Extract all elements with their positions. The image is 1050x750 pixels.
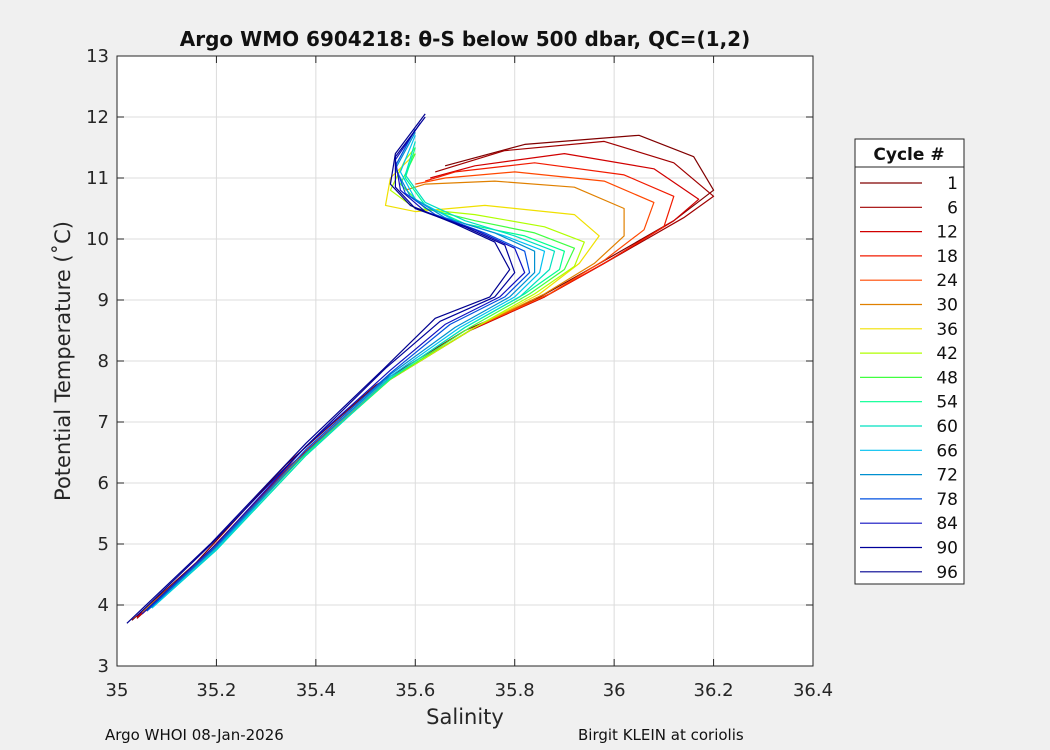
legend-label: 1 <box>947 174 958 194</box>
legend-title: Cycle # <box>873 145 944 165</box>
x-tick-label: 35.6 <box>395 680 435 701</box>
series-layer <box>126 113 715 624</box>
legend-label: 6 <box>947 198 958 218</box>
legend-label: 84 <box>936 514 958 534</box>
series-line-cycle-30 <box>141 180 625 613</box>
y-tick-label: 9 <box>98 290 109 311</box>
legend-label: 78 <box>936 490 958 510</box>
footer-right: Birgit KLEIN at coriolis <box>578 726 744 744</box>
axis-ticks: 35 35.2 35.4 35.6 35.8 36 36.2 36.4 3 4 5 6 7 8 9 10 11 1… <box>86 46 833 701</box>
series-line-cycle-78 <box>146 128 531 612</box>
footer-left: Argo WHOI 08-Jan-2026 <box>105 726 284 744</box>
x-tick-label: 36 <box>603 680 626 701</box>
legend-label: 18 <box>936 247 958 267</box>
y-tick-label: 5 <box>98 534 109 555</box>
y-tick-label: 7 <box>98 412 109 433</box>
y-tick-label: 4 <box>98 595 109 616</box>
y-tick-label: 11 <box>86 168 109 189</box>
legend-items: 1 6 12 18 24 30 36 42 48 54 60 66 72 78 84 90 96 <box>860 174 958 583</box>
x-tick-label: 35.2 <box>196 680 236 701</box>
y-tick-label: 12 <box>86 107 109 128</box>
legend-label: 36 <box>936 320 958 340</box>
legend-box <box>854 138 965 585</box>
y-tick-label: 3 <box>98 656 109 677</box>
legend-label: 48 <box>936 368 958 388</box>
series-line-cycle-96 <box>126 113 511 624</box>
y-tick-label: 8 <box>98 351 109 372</box>
y-axis-label: Potential Temperature (˚C) <box>51 221 75 501</box>
legend-label: 24 <box>936 271 958 291</box>
y-tick-label: 10 <box>86 229 109 250</box>
x-tick-label: 36.2 <box>694 680 734 701</box>
legend-label: 60 <box>936 417 958 437</box>
legend-label: 72 <box>936 466 958 486</box>
legend-label: 54 <box>936 393 958 413</box>
x-tick-label: 35 <box>106 680 129 701</box>
series-line-cycle-60 <box>151 141 556 609</box>
y-tick-label: 13 <box>86 46 109 67</box>
legend-label: 66 <box>936 441 958 461</box>
legend-label: 12 <box>936 223 958 243</box>
x-axis-label: Salinity <box>426 705 504 729</box>
x-tick-label: 36.4 <box>793 680 833 701</box>
legend-label: 30 <box>936 296 958 316</box>
x-tick-label: 35.4 <box>296 680 336 701</box>
legend-label: 96 <box>936 563 958 583</box>
y-tick-label: 6 <box>98 473 109 494</box>
legend-label: 90 <box>936 539 958 559</box>
legend: Cycle # 1 6 12 18 24 30 36 42 48 54 60 66 72 78 84 90 96 <box>854 138 965 585</box>
x-tick-label: 35.8 <box>495 680 535 701</box>
chart-title: Argo WMO 6904218: θ-S below 500 dbar, QC… <box>180 27 750 51</box>
series-line-cycle-90 <box>136 116 516 617</box>
legend-label: 42 <box>936 344 958 364</box>
